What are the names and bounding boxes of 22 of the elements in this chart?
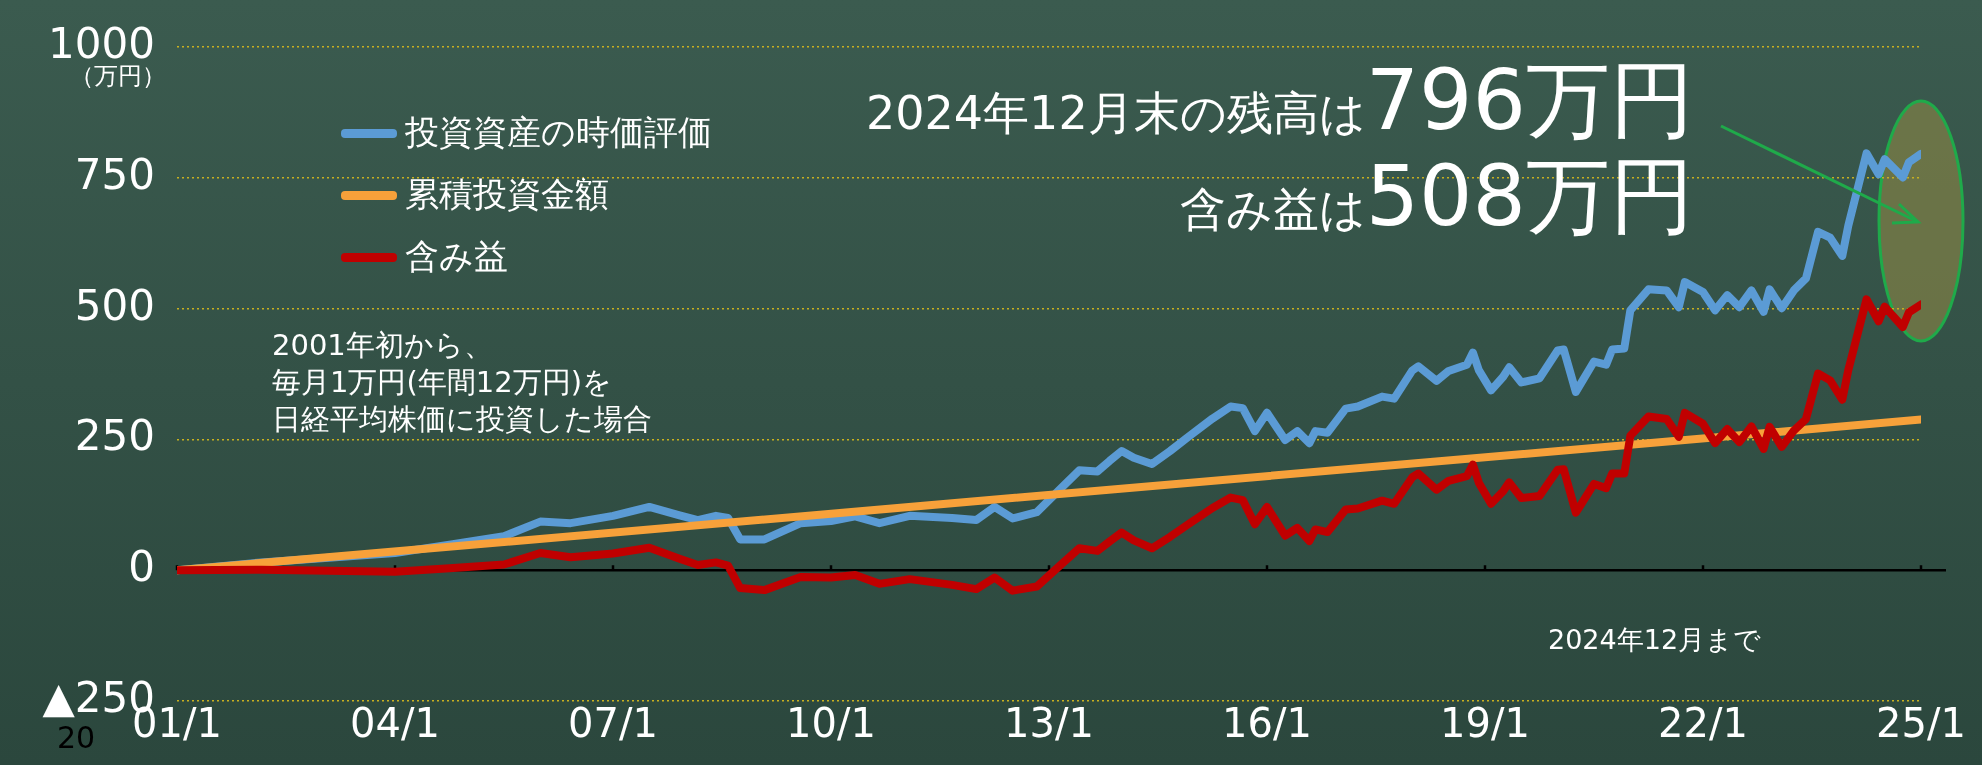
legend-label: 含み益 bbox=[405, 235, 508, 278]
y-tick-label: 0 bbox=[128, 542, 155, 592]
x-tick-label: 13/1 bbox=[1004, 700, 1094, 747]
annotation: 毎月1万円(年間12万円)を bbox=[272, 364, 612, 401]
y-tick-label: 500 bbox=[74, 280, 155, 330]
legend-label: 投資資産の時価評価 bbox=[405, 111, 712, 154]
x-tick-label: 04/1 bbox=[350, 700, 440, 747]
x-tick-label: 22/1 bbox=[1658, 700, 1748, 747]
annotation: 含み益は508万円 bbox=[1179, 147, 1694, 245]
annotation: 2024年12月まで bbox=[1548, 623, 1762, 657]
annotation: 日経平均株価に投資した場合 bbox=[272, 401, 652, 438]
x-tick-label: 25/1 bbox=[1876, 700, 1966, 747]
x-tick-label: 07/1 bbox=[568, 700, 658, 747]
x-tick-label: 19/1 bbox=[1440, 700, 1530, 747]
text: 20 bbox=[57, 720, 96, 755]
x-tick-label: 10/1 bbox=[786, 700, 876, 747]
annotation: 2001年初から、 bbox=[272, 327, 493, 364]
annotation: 2024年12月末の残高は796万円 bbox=[866, 51, 1694, 149]
legend-label: 累積投資金額 bbox=[405, 173, 609, 216]
y-tick-label: 750 bbox=[74, 149, 155, 199]
y-tick-label: 250 bbox=[74, 411, 155, 461]
x-tick-label: 16/1 bbox=[1222, 700, 1312, 747]
